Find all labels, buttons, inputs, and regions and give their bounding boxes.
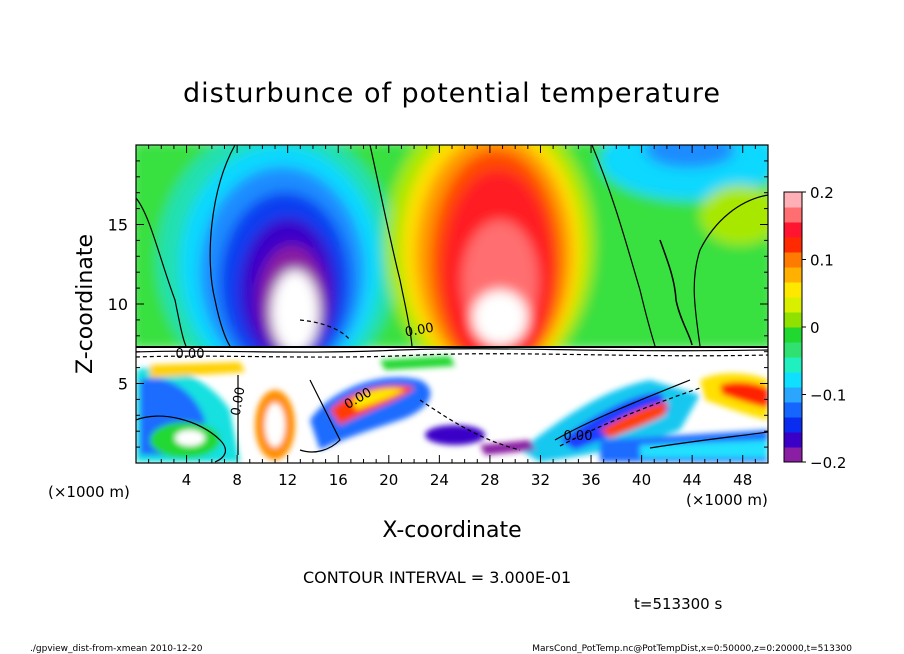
x-unit-label-left: (×1000 m) <box>48 483 130 501</box>
x-tick-label-24: 24 <box>430 471 449 489</box>
y-tick-label-15: 15 <box>108 216 128 235</box>
contour-label: 0.00 <box>176 347 205 362</box>
colorbar-swatch <box>784 222 802 238</box>
colorbar-swatch <box>784 312 802 328</box>
y-tick-label-10: 10 <box>108 295 128 314</box>
colorbar-tick-label: 0.2 <box>810 184 834 202</box>
x-tick-label-12: 12 <box>278 471 297 489</box>
contour-label: 0.00 <box>404 321 435 341</box>
colorbar-swatch <box>784 417 802 433</box>
plot-area <box>136 145 768 463</box>
x-tick-label-40: 40 <box>632 471 651 489</box>
colorbar-swatch <box>784 447 802 463</box>
lower-layer-field <box>136 347 768 463</box>
colorbar-swatch <box>784 207 802 223</box>
colorbar-swatch <box>784 297 802 313</box>
colorbar-swatch <box>784 372 802 388</box>
colorbar-swatch <box>784 282 802 298</box>
colorbar-tick-label: 0.1 <box>810 252 834 270</box>
x-tick-label-28: 28 <box>480 471 499 489</box>
x-tick-label-48: 48 <box>733 471 752 489</box>
x-unit-label-right: (×1000 m) <box>686 491 768 509</box>
x-tick-label-32: 32 <box>531 471 550 489</box>
colorbar-swatch <box>784 387 802 403</box>
upper-layer-field <box>136 145 768 395</box>
footer-right: MarsCond_PotTemp.nc@PotTempDist,x=0:5000… <box>532 644 852 654</box>
contour-label: 0.00 <box>564 429 593 444</box>
contour-lines <box>136 145 768 463</box>
colorbar-swatch <box>784 357 802 373</box>
colorbar-tick-label: −0.1 <box>810 387 846 405</box>
chart-title: disturbunce of potential temperature <box>183 78 721 109</box>
x-tick-label-44: 44 <box>683 471 702 489</box>
x-tick-label-36: 36 <box>581 471 600 489</box>
colorbar-swatch <box>784 402 802 418</box>
x-tick-label-20: 20 <box>379 471 398 489</box>
colorbar-swatch <box>784 252 802 268</box>
x-tick-label-16: 16 <box>329 471 348 489</box>
colorbar-swatch <box>784 327 802 343</box>
y-tick-label-5: 5 <box>118 375 128 394</box>
colorbar-swatch <box>784 342 802 358</box>
y-axis-title: Z-coordinate <box>73 234 98 374</box>
contour-label: 0.00 <box>229 386 249 417</box>
x-tick-label-4: 4 <box>182 471 192 489</box>
colorbar-swatch <box>784 267 802 283</box>
x-axis: 4 8 12 16 20 24 28 32 36 40 44 48 <box>148 145 756 489</box>
x-tick-label-8: 8 <box>232 471 242 489</box>
colorbar-swatch <box>784 432 802 448</box>
colorbar-swatch <box>784 237 802 253</box>
colorbar-tick-label: 0 <box>810 319 820 337</box>
contour-interval-text: CONTOUR INTERVAL = 3.000E-01 <box>303 568 571 587</box>
colorbar-tick-label: −0.2 <box>810 454 846 472</box>
colorbar: 0.2 0.1 0 −0.1 −0.2 <box>783 184 846 472</box>
y-axis: 5 10 15 <box>108 160 768 448</box>
colorbar-swatch <box>784 192 802 208</box>
time-label: t=513300 s <box>634 595 722 613</box>
x-axis-title: X-coordinate <box>382 518 521 543</box>
footer-left: ./gpview_dist-from-xmean 2010-12-20 <box>30 644 203 654</box>
